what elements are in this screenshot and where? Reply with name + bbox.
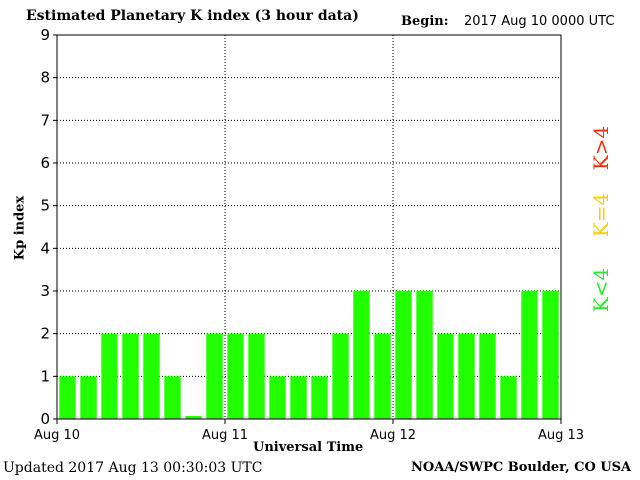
begin-label: Begin: bbox=[401, 14, 449, 29]
y-axis-label: Kp index bbox=[12, 195, 28, 261]
kp-bar bbox=[122, 333, 139, 419]
kp-bar bbox=[164, 376, 181, 419]
kp-bar bbox=[332, 333, 349, 419]
kp-bar bbox=[290, 376, 307, 419]
x-tick-label: Aug 11 bbox=[202, 428, 248, 443]
kp-bar bbox=[59, 376, 76, 419]
source-credit: NOAA/SWPC Boulder, CO USA bbox=[411, 460, 632, 475]
y-tick-label: 2 bbox=[40, 325, 50, 343]
kp-bar bbox=[416, 291, 433, 419]
kp-bar bbox=[185, 416, 202, 419]
kp-bar bbox=[101, 333, 118, 419]
legend-k-below-4: K<4 bbox=[589, 267, 613, 313]
updated-timestamp: Updated 2017 Aug 13 00:30:03 UTC bbox=[3, 460, 263, 476]
y-tick-label: 7 bbox=[40, 111, 50, 129]
kp-bar bbox=[542, 291, 559, 419]
y-tick-label: 0 bbox=[40, 410, 50, 428]
kp-bar bbox=[500, 376, 517, 419]
kp-bar bbox=[143, 333, 160, 419]
kp-bar bbox=[353, 291, 370, 419]
kp-bar bbox=[248, 333, 265, 419]
kp-bar bbox=[437, 333, 454, 419]
chart-title: Estimated Planetary K index (3 hour data… bbox=[26, 8, 359, 24]
kp-bar bbox=[206, 333, 223, 419]
legend-k-above-4: K>4 bbox=[589, 125, 613, 171]
kp-bar bbox=[80, 376, 97, 419]
y-tick-label: 1 bbox=[40, 367, 50, 385]
kp-bar bbox=[374, 333, 391, 419]
y-tick-label: 4 bbox=[40, 239, 50, 257]
x-tick-label: Aug 13 bbox=[538, 428, 584, 443]
kp-bar bbox=[395, 291, 412, 419]
y-tick-label: 6 bbox=[40, 154, 50, 172]
x-tick-label: Aug 10 bbox=[34, 428, 80, 443]
y-tick-label: 3 bbox=[40, 282, 50, 300]
kp-bar bbox=[521, 291, 538, 419]
x-axis-label: Universal Time bbox=[253, 440, 364, 455]
kp-bar bbox=[269, 376, 286, 419]
kp-bar bbox=[227, 333, 244, 419]
plot-frame bbox=[56, 34, 562, 420]
kp-bar bbox=[458, 333, 475, 419]
y-tick-label: 9 bbox=[40, 26, 50, 44]
legend-k-equals-4: K=4 bbox=[589, 192, 613, 238]
begin-value: 2017 Aug 10 0000 UTC bbox=[464, 14, 615, 29]
x-tick-label: Aug 12 bbox=[370, 428, 416, 443]
y-tick-label: 8 bbox=[40, 69, 50, 87]
kp-bar bbox=[311, 376, 328, 419]
kp-bar bbox=[479, 333, 496, 419]
y-tick-label: 5 bbox=[40, 197, 50, 215]
